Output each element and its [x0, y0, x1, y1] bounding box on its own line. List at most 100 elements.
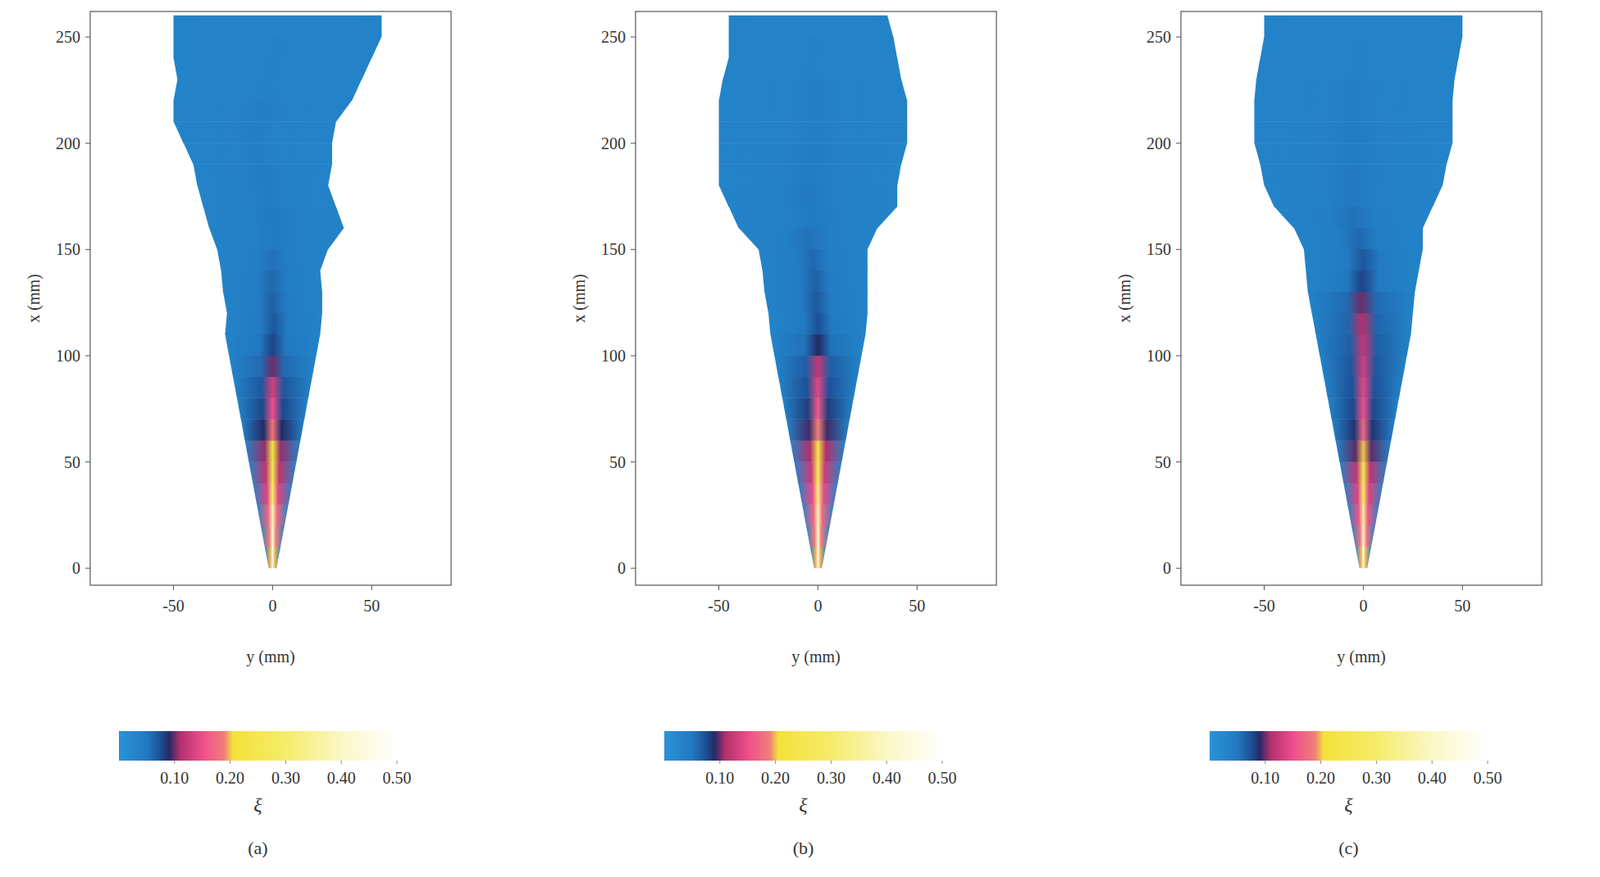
frame: [1180, 11, 1542, 586]
axis-title: x (mm): [1115, 273, 1135, 323]
tick: [396, 761, 398, 765]
field-slice: [810, 547, 826, 569]
field-slice: [256, 504, 289, 526]
field-slice: [793, 461, 842, 484]
tick: [85, 568, 91, 570]
tick: [173, 761, 175, 765]
field-slice: [193, 164, 333, 186]
colorbar-title: ξ: [798, 794, 808, 816]
field-slice: [1347, 504, 1380, 526]
tick-label: 50: [1454, 597, 1471, 616]
field-slice: [1339, 461, 1387, 484]
field-slice: [1274, 206, 1433, 228]
tick: [718, 585, 720, 591]
figure: 050100150200250-50050x (mm)y (mm)0.100.2…: [0, 0, 1600, 877]
tick: [173, 585, 174, 591]
field-slice: [729, 206, 898, 228]
tick-label: 0.40: [1417, 769, 1447, 788]
field-slice: [1253, 142, 1453, 165]
field-slice: [237, 397, 309, 420]
tick-label: 0.10: [705, 769, 734, 788]
tick: [1487, 761, 1489, 765]
axis-title: x (mm): [569, 273, 589, 323]
tick-label: -50: [162, 597, 185, 616]
field-slice: [762, 270, 868, 292]
field-slice: [719, 78, 908, 101]
tick: [942, 761, 944, 765]
field-slice: [228, 355, 316, 378]
field-slice: [1335, 440, 1392, 462]
field-slice: [1253, 121, 1453, 143]
tick: [630, 142, 636, 144]
tick: [285, 761, 287, 765]
field-slice: [1305, 270, 1419, 292]
tick-label: 0.30: [816, 769, 846, 788]
tick: [1176, 249, 1181, 251]
tick-label: 50: [1154, 453, 1172, 472]
field-slice: [209, 227, 344, 250]
tick: [1264, 761, 1266, 765]
tick: [1176, 568, 1181, 570]
tick: [630, 461, 636, 463]
field: [719, 15, 908, 570]
field-slice: [173, 58, 373, 80]
panel-label: (b): [793, 838, 815, 859]
axis-title: x (mm): [24, 273, 44, 323]
frame: [635, 11, 997, 586]
panel-label: (c): [1338, 838, 1359, 859]
tick: [1431, 761, 1433, 765]
tick-label: 50: [609, 453, 626, 472]
tick-label: 100: [601, 346, 626, 365]
field-slice: [1303, 249, 1423, 271]
field: [173, 15, 383, 570]
field-slice: [223, 291, 323, 314]
field-slice: [197, 185, 337, 207]
field-slice: [173, 121, 337, 143]
field-slice: [245, 440, 301, 462]
field-slice: [758, 249, 868, 271]
tick: [1362, 585, 1364, 591]
field-slice: [1331, 419, 1395, 441]
tick-label: 100: [55, 346, 81, 365]
tick: [1462, 585, 1464, 591]
tick: [1176, 355, 1181, 357]
field-slice: [729, 36, 898, 59]
field-slice: [248, 461, 297, 484]
tick: [830, 761, 832, 765]
tick: [341, 761, 342, 765]
tick-label: 0.10: [1250, 769, 1280, 788]
axis-title: y (mm): [246, 647, 295, 667]
tick-label: 0: [268, 597, 277, 616]
field-slice: [260, 525, 285, 548]
tick: [1376, 761, 1377, 765]
field: [1253, 15, 1463, 570]
field-slice: [173, 15, 383, 37]
tick: [630, 36, 636, 38]
field-slice: [719, 100, 908, 122]
field-slice: [786, 419, 850, 441]
tick: [630, 355, 636, 357]
field-slice: [1260, 164, 1447, 186]
tick-label: 0.30: [1362, 769, 1391, 788]
tick-label: 250: [1146, 27, 1172, 46]
field-slice: [729, 15, 894, 37]
tick-label: 0.20: [1306, 769, 1336, 788]
tick-label: 0.50: [928, 769, 958, 788]
field-slice: [1327, 397, 1400, 420]
tick-label: 0: [813, 597, 822, 616]
tick-label: 200: [1146, 134, 1172, 153]
tick: [630, 568, 636, 570]
panel: 050100150200250-50050x (mm)y (mm)0.100.2…: [1115, 11, 1542, 859]
field-slice: [1312, 313, 1414, 335]
tick-label: 0: [617, 559, 626, 578]
field-slice: [203, 206, 345, 228]
field-slice: [719, 185, 899, 207]
field-slice: [183, 142, 333, 165]
colorbar-title: ξ: [1344, 794, 1354, 816]
field-slice: [1253, 78, 1455, 101]
tick-label: 0.10: [159, 769, 189, 788]
field-slice: [1343, 483, 1383, 505]
tick: [817, 585, 819, 591]
colorbar: [664, 731, 943, 762]
frame: [90, 11, 452, 586]
